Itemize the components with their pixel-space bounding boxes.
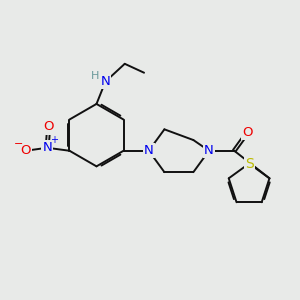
- Text: O: O: [242, 126, 253, 139]
- Text: H: H: [91, 71, 99, 81]
- Text: O: O: [44, 121, 54, 134]
- Text: −: −: [14, 139, 23, 149]
- Text: N: N: [144, 144, 154, 157]
- Text: N: N: [204, 144, 214, 157]
- Text: N: N: [42, 141, 52, 154]
- Text: +: +: [50, 135, 58, 145]
- Text: N: N: [100, 75, 110, 88]
- Text: O: O: [20, 144, 31, 157]
- Text: S: S: [245, 157, 254, 170]
